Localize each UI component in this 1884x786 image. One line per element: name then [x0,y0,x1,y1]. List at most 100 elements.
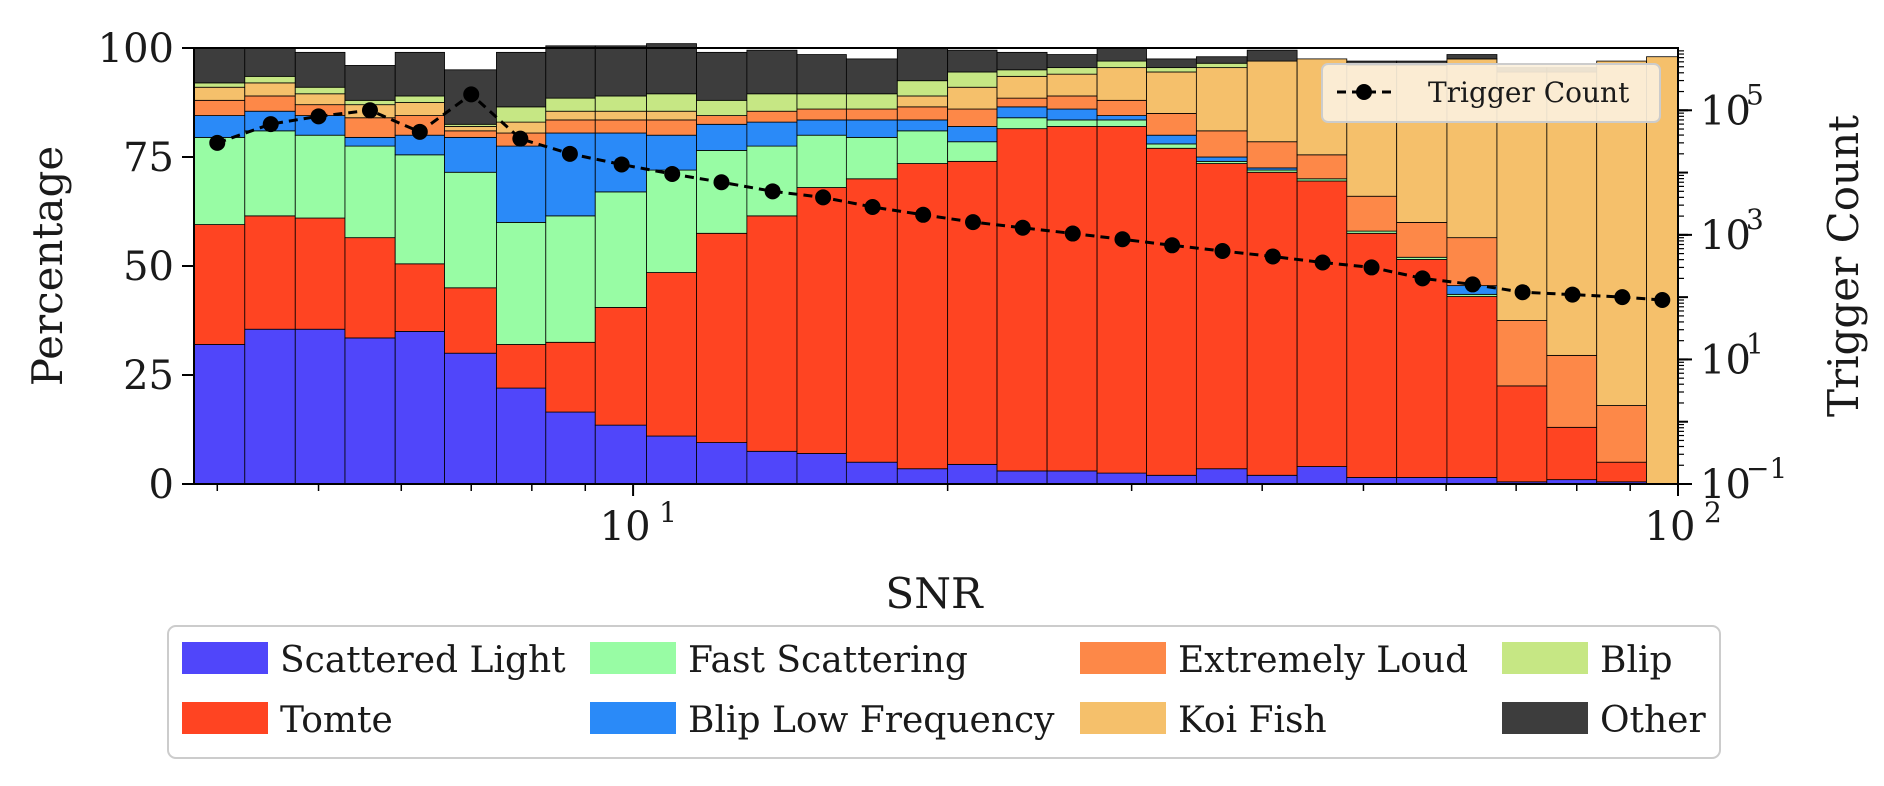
bar-segment-fast-scattering-19 [1146,143,1197,149]
bar-segment-fast-scattering-5 [444,171,497,289]
bar-segment-tomte-28 [1596,461,1647,483]
y-tick-label-0: 0 [149,462,174,508]
bar-segment-fast-scattering-4 [394,154,445,265]
bar-segment-extremely-loud-15 [947,108,998,127]
bar-segment-tomte-4 [394,263,445,332]
bar-segment-extremely-loud-5 [444,130,497,138]
bar-segment-extremely-loud-10 [696,115,748,125]
legend-box [167,625,1721,759]
bar-segment-other-20 [1195,56,1248,64]
legend-label-extremely-loud: Extremely Loud [1178,640,1468,681]
legend-swatch-other [1502,702,1588,734]
trigger-count-point-18 [1114,231,1131,248]
trigger-count-point-22 [1314,254,1331,271]
trigger-count-point-25 [1464,276,1481,293]
bar-segment-extremely-loud-19 [1146,113,1197,136]
bar-segment-scattered-light-21 [1246,474,1298,485]
bar-segment-extremely-loud-22 [1296,154,1348,180]
bar-segment-fast-scattering-10 [696,150,748,234]
bar-segment-tomte-7 [545,341,596,413]
bar-segment-fast-scattering-13 [845,136,898,180]
trigger-count-point-15 [965,214,982,231]
bar-segment-tomte-11 [746,215,798,452]
bar-segment-extremely-loud-0 [193,99,246,116]
bar-segment-fast-scattering-7 [545,215,596,343]
bar-segment-blip-6 [496,106,547,123]
bar-segment-other-7 [545,45,596,99]
bar-segment-blip-low-frequency-10 [696,123,748,151]
bar-segment-tomte-13 [845,178,898,463]
bar-segment-blip-low-frequency-14 [896,119,949,132]
trigger-count-point-10 [713,174,730,191]
trigger-count-point-24 [1414,270,1431,287]
bar-segment-blip-low-frequency-11 [746,121,798,147]
bar-segment-other-15 [947,49,998,73]
bar-segment-tomte-27 [1546,426,1598,481]
bar-segment-scattered-light-9 [646,435,697,485]
legend-label-other: Other [1600,700,1706,741]
bar-segment-koi-fish-8 [594,110,647,121]
bar-segment-koi-fish-18 [1096,67,1147,101]
trigger-count-point-20 [1214,243,1231,260]
bar-segment-other-6 [496,51,547,108]
bar-segment-blip-9 [646,93,697,112]
trigger-count-line [216,92,1663,302]
bar-segment-extremely-loud-21 [1246,141,1298,169]
legend-swatch-koi-fish [1080,702,1166,734]
bar-segment-blip-10 [696,99,748,116]
trigger-count-point-0 [209,134,226,151]
bar-segment-tomte-0 [193,224,246,345]
bar-segment-extremely-loud-24 [1396,221,1448,258]
bar-segment-blip-low-frequency-9 [646,134,697,171]
bar-segment-scattered-light-0 [193,344,246,485]
bar-segment-scattered-light-15 [947,463,998,485]
bar-segment-koi-fish-21 [1246,60,1298,143]
bar-segment-koi-fish-16 [996,75,1048,99]
bar-segment-fast-scattering-18 [1096,119,1147,127]
bar-segment-fast-scattering-9 [646,169,697,273]
bar-segment-koi-fish-0 [193,86,246,101]
bar-segment-fast-scattering-17 [1046,119,1098,127]
inner-legend-label: Trigger Count [1428,76,1630,109]
bar-segment-scattered-light-18 [1096,472,1147,485]
bar-segment-tomte-17 [1046,126,1098,472]
bar-segment-scattered-light-13 [845,461,898,485]
bar-segment-blip-low-frequency-7 [545,132,596,217]
y-tick-label-2: 50 [123,244,174,290]
bar-segment-scattered-light-3 [344,337,396,485]
trigger-count-point-16 [1014,219,1031,236]
bar-segment-koi-fish-14 [896,95,949,108]
x-tick-exponent-1: 2 [1704,496,1722,529]
legend-label-blip: Blip [1600,640,1673,681]
bar-segment-other-19 [1146,58,1197,69]
y2-tick-exponent-2: 3 [1746,203,1764,236]
bar-segment-fast-scattering-6 [496,221,547,345]
bar-segment-koi-fish-2 [294,93,346,106]
bar-segment-blip-low-frequency-13 [845,119,898,138]
bar-segment-extremely-loud-7 [545,119,596,134]
bar-segment-scattered-light-5 [444,352,497,485]
legend-swatch-fast-scattering [590,642,676,674]
y-axis-label: Percentage [23,146,72,386]
legend-swatch-scattered-light [182,642,268,674]
bar-segment-blip-17 [1046,67,1098,75]
bar-segment-extremely-loud-3 [344,117,396,138]
bar-segment-koi-fish-4 [394,102,445,116]
legend-swatch-blip [1502,642,1588,674]
y2-tick-label-0: 10 [1700,462,1751,508]
trigger-count-point-4 [411,123,428,140]
y2-tick-label-1: 10 [1700,337,1751,383]
trigger-count-point-9 [664,165,681,182]
bar-segment-extremely-loud-28 [1596,405,1647,463]
bar-segment-fast-scattering-11 [746,145,798,217]
bar-segment-koi-fish-20 [1195,67,1248,132]
bar-segment-scattered-light-14 [896,468,949,485]
bar-segment-fast-scattering-16 [996,117,1048,130]
y2-tick-exponent-0: −1 [1746,452,1787,485]
bar-segment-tomte-5 [444,287,497,354]
bar-segment-tomte-16 [996,128,1048,472]
bar-segment-other-17 [1046,54,1098,69]
bar-segment-extremely-loud-16 [996,97,1048,108]
bar-segment-scattered-light-12 [796,453,847,485]
